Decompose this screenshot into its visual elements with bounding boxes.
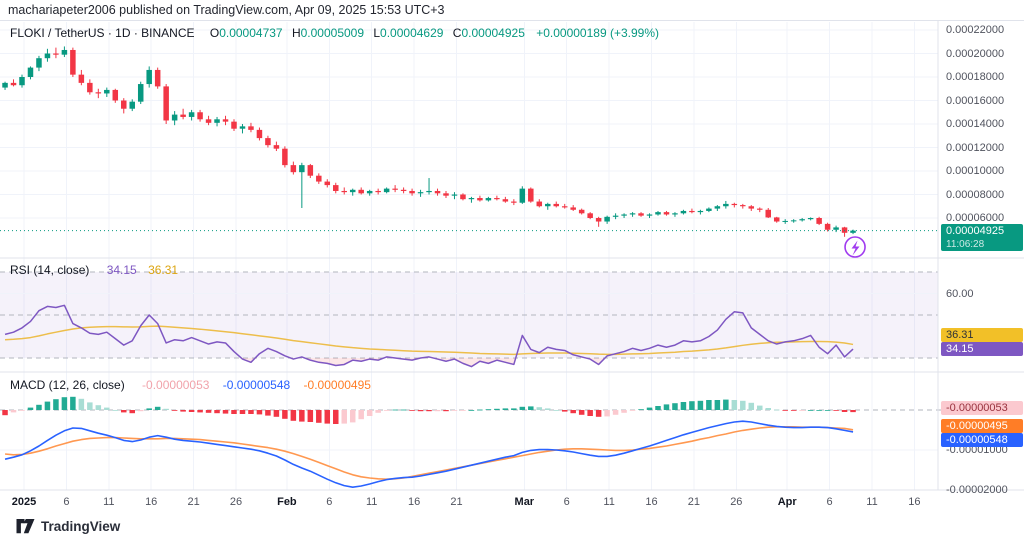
price-axis-label: 0.00008000 xyxy=(946,188,1005,201)
ohlc-change-value: +0.00000189 (+3.99%) xyxy=(536,26,659,40)
tradingview-brand[interactable]: TradingView xyxy=(41,519,121,534)
price-axis-label: 0.00022000 xyxy=(946,24,1005,36)
price-axis-label: 0.00012000 xyxy=(946,141,1005,154)
time-axis-label: Mar xyxy=(514,496,535,508)
rsi-ma-badge: 36.31 xyxy=(941,328,1023,342)
price-axis-label: 0.00010000 xyxy=(946,165,1005,177)
macd-axis-label: -0.00002000 xyxy=(946,484,1008,496)
rsi-legend: RSI (14, close) 34.15 36.31 xyxy=(10,263,178,277)
candles xyxy=(2,46,856,237)
last-price-badge: 0.00004925 11:06:28 xyxy=(941,224,1023,251)
published-line: machariapeter2006 published on TradingVi… xyxy=(8,3,445,17)
time-axis-label: 2025 xyxy=(11,496,37,508)
time-axis-label: 11 xyxy=(103,496,115,508)
time-axis-label: 26 xyxy=(730,496,743,508)
time-axis-label: 21 xyxy=(187,496,200,508)
lightning-button[interactable] xyxy=(844,236,866,258)
time-axis-label: 16 xyxy=(145,496,158,508)
symbol-legend: FLOKI / TetherUS · 1D · BINANCE O0.00004… xyxy=(10,26,659,40)
bar-countdown: 11:06:28 xyxy=(946,239,985,250)
time-axis-label: 16 xyxy=(407,496,421,508)
ohlc-low-label: L xyxy=(373,26,381,40)
price-axis-label: 0.00018000 xyxy=(946,71,1005,83)
macd-signal-line xyxy=(4,425,854,481)
price-axis-label: 0.00016000 xyxy=(946,94,1005,107)
ohlc-close-value: 0.00004925 xyxy=(461,26,525,40)
time-axis-label: 6 xyxy=(563,496,570,508)
ohlc-close-label: C xyxy=(452,26,462,40)
rsi-line xyxy=(4,304,854,368)
rsi-badge: 34.15 xyxy=(941,342,1023,356)
time-axis-label: 11 xyxy=(866,496,878,508)
time-axis-label: 16 xyxy=(645,496,658,508)
time-axis-label: Apr xyxy=(777,496,797,508)
chart-canvas[interactable] xyxy=(0,20,1024,512)
price-axis-label: 0.00020000 xyxy=(946,47,1005,60)
tradingview-logo-icon[interactable] xyxy=(16,518,35,535)
macd-histogram-value: -0.00000053 xyxy=(142,378,210,392)
time-axis-label: 6 xyxy=(63,496,70,508)
ohlc-open-label: O xyxy=(209,26,220,40)
macd-title[interactable]: MACD (12, 26, close) xyxy=(10,378,125,392)
macd-histogram xyxy=(2,396,856,424)
macd-signal-value: -0.00000495 xyxy=(303,378,371,392)
time-axis-label: 26 xyxy=(229,496,243,508)
price-axis-label: 0.00006000 xyxy=(946,212,1005,224)
rsi-title[interactable]: RSI (14, close) xyxy=(10,263,90,277)
ohlc-high-value: 0.00005009 xyxy=(300,26,365,40)
ohlc-open-value: 0.00004737 xyxy=(219,26,283,40)
price-axis-label: 0.00014000 xyxy=(946,118,1005,130)
symbol-title[interactable]: FLOKI / TetherUS · 1D · BINANCE xyxy=(10,26,195,40)
macd-legend: MACD (12, 26, close) -0.00000053 -0.0000… xyxy=(10,378,371,392)
rsi-axis-label: 60.00 xyxy=(946,287,974,300)
rsi-ma-line xyxy=(5,325,854,356)
time-axis-label: 11 xyxy=(365,496,378,508)
time-axis-label: 6 xyxy=(826,496,833,508)
macd-line-value: -0.00000548 xyxy=(222,378,291,392)
rsi-ma-value: 36.31 xyxy=(148,263,179,277)
time-axis-label: 11 xyxy=(603,496,615,508)
time-axis-label: 21 xyxy=(450,496,463,508)
last-price-value: 0.00004925 xyxy=(946,225,1005,237)
macd-main-line xyxy=(4,420,854,489)
time-axis-label: 21 xyxy=(687,496,701,508)
rsi-value: 34.15 xyxy=(106,263,137,277)
footer: TradingView xyxy=(16,518,120,535)
ohlc-low-value: 0.00004629 xyxy=(380,26,444,40)
macd-signal-badge: -0.00000495 xyxy=(941,419,1023,433)
ohlc-high-label: H xyxy=(291,26,301,40)
macd-axis-label: -0.00001000 xyxy=(946,444,1008,456)
time-axis-label: 6 xyxy=(326,496,333,508)
macd-histogram-badge: -0.00000053 xyxy=(941,401,1023,415)
time-axis-label: 16 xyxy=(908,496,921,508)
macd-line-badge: -0.00000548 xyxy=(941,433,1023,447)
time-axis-label: Feb xyxy=(277,496,297,508)
